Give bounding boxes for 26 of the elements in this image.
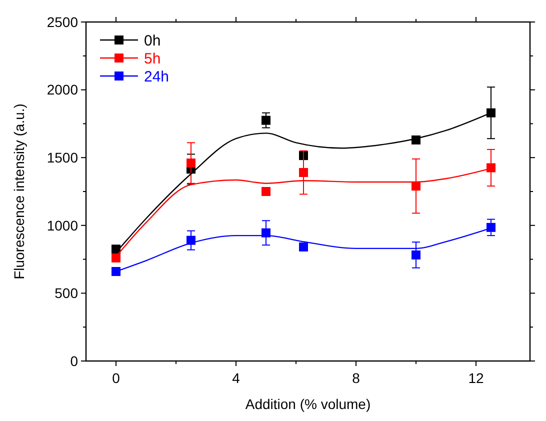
y-tick-label: 0: [70, 352, 78, 369]
point: [112, 267, 120, 276]
y-tick-label: 2500: [46, 14, 78, 30]
legend-label: 0h: [144, 32, 161, 50]
x-axis-title: Addition (% volume): [245, 396, 371, 412]
point: [299, 168, 308, 178]
x-tick-label: 4: [232, 370, 240, 386]
point: [412, 250, 420, 260]
point: [486, 222, 496, 232]
x-tick-label: 0: [112, 370, 120, 386]
legend-label: 24h: [144, 68, 170, 86]
point: [486, 108, 496, 118]
y-tick-label: 2000: [46, 82, 78, 98]
y-tick-label: 1500: [46, 150, 78, 166]
y-tick-label: 500: [54, 285, 78, 302]
point: [112, 253, 120, 262]
x-tick-label: 8: [352, 370, 360, 386]
point: [299, 242, 308, 252]
y-tick-label: 1000: [46, 217, 78, 234]
point: [186, 158, 196, 168]
legend-label: 5h: [144, 50, 161, 68]
x-tick-label: 12: [468, 370, 484, 386]
point: [262, 187, 270, 196]
point: [262, 116, 270, 125]
y-axis-title: Fluorescence intensity (a.u.): [11, 104, 27, 280]
point: [486, 163, 496, 172]
